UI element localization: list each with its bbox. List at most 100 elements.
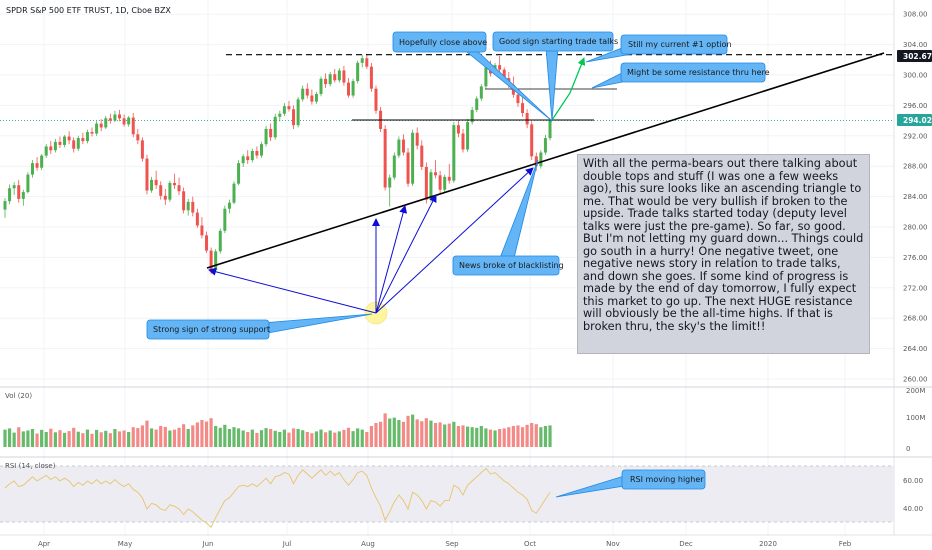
candle (246, 150, 250, 164)
candle (470, 106, 474, 125)
candle-body (347, 82, 350, 96)
candle (99, 119, 103, 132)
candle-body (159, 185, 163, 196)
candle (342, 65, 346, 86)
volume-bar (420, 421, 424, 447)
candle-body (227, 202, 231, 209)
volume-bar (255, 432, 259, 447)
volume-bar (401, 421, 406, 447)
callout-rsi-box (621, 469, 706, 490)
candle (539, 150, 543, 169)
callout-rsi[interactable]: RSI moving higher (555, 469, 706, 498)
candle-body (21, 192, 25, 199)
candle (278, 110, 282, 122)
candle-body (360, 58, 364, 63)
volume-bar (95, 429, 99, 447)
candle (250, 148, 254, 163)
callout-good-sign-text: Good sign starting trade talks (499, 37, 618, 46)
candle-body (191, 201, 195, 213)
volume-bar (319, 429, 323, 447)
candle (200, 217, 204, 239)
volume-bar (415, 419, 419, 447)
candle-body (388, 177, 392, 188)
candle-body (49, 146, 53, 151)
volume-bar (85, 429, 90, 447)
volume-bar (250, 429, 254, 447)
volume-bar (113, 429, 117, 447)
callout-resistance-text: Might be some resistance thru here (627, 68, 770, 77)
volume-bar (411, 414, 415, 447)
price-axis[interactable]: 260.00 264.00 268.00 272.00 276.00 280.00 284.… (903, 11, 928, 384)
candle-body (85, 132, 89, 142)
candle (95, 121, 99, 136)
volume-bar (236, 428, 241, 447)
volume-bar (154, 429, 158, 447)
candle-body (443, 176, 447, 190)
candle-body (461, 133, 465, 150)
candle (214, 249, 218, 273)
candle (186, 198, 190, 216)
candle-body (131, 117, 135, 135)
candle-body (406, 152, 410, 184)
candle (434, 160, 438, 179)
candle (131, 113, 135, 138)
volume-bar (548, 425, 552, 447)
candle-body (200, 225, 204, 236)
callout-resistance[interactable]: Might be some resistance thru here (591, 62, 770, 89)
candle-body (498, 65, 502, 70)
volume-bar (388, 418, 392, 447)
volume-bar (516, 425, 520, 447)
candle-body (30, 163, 34, 175)
callout-still-current[interactable]: Still my current #1 option (585, 34, 732, 63)
candle (3, 198, 7, 218)
volume-bar (58, 430, 62, 447)
candle (150, 176, 154, 193)
candle-body (319, 78, 323, 94)
candle-body (136, 134, 140, 141)
volume-bar (324, 432, 328, 447)
candle (466, 119, 470, 152)
candle-body (333, 74, 337, 81)
volume-bar (301, 430, 305, 447)
callout-hopefully[interactable]: Hopefully close above (392, 31, 553, 122)
callout-news[interactable]: News broke of blacklisting (452, 159, 564, 276)
volume-bar (241, 430, 245, 447)
candle (374, 85, 378, 114)
candle-body (90, 132, 94, 134)
candle (264, 125, 268, 147)
volume-bar (392, 417, 396, 447)
callout-hopefully-box (392, 31, 487, 53)
volume-bar (378, 421, 383, 447)
volume-bar (140, 425, 144, 447)
candle (182, 187, 186, 214)
arrow-to-aug-low-2 (375, 205, 408, 314)
candle-body (99, 123, 103, 128)
candle (58, 136, 62, 148)
candle (301, 85, 305, 102)
analysis-note[interactable]: With all the perma-bears out there talki… (577, 154, 870, 354)
candle (30, 160, 34, 178)
volume-bar (447, 423, 451, 447)
support-arrows (208, 167, 534, 314)
volume-bar (461, 425, 465, 447)
candle-body (145, 158, 149, 191)
callout-support[interactable]: Strong sign of strong support (146, 313, 373, 340)
callout-good-sign[interactable]: Good sign starting trade talks (492, 31, 618, 122)
candle (269, 123, 273, 142)
candle (461, 128, 465, 153)
volume-bar (507, 427, 511, 447)
volume-bar (209, 418, 213, 447)
candle (35, 157, 39, 171)
candle-body (328, 74, 332, 85)
candle-body (72, 140, 76, 149)
price-tick-label: 300.00 (903, 72, 928, 80)
candle (90, 127, 94, 137)
candle (292, 105, 296, 129)
time-axis[interactable]: Apr May Jun Jul Aug Sep Oct Nov Dec 2020 Feb (38, 540, 852, 548)
callout-support-text: Strong sign of strong support (153, 325, 270, 334)
price-tick-label: 268.00 (903, 315, 928, 323)
ascending-trendline[interactable] (206, 52, 885, 269)
volume-bar (259, 430, 264, 447)
candle (227, 199, 231, 214)
